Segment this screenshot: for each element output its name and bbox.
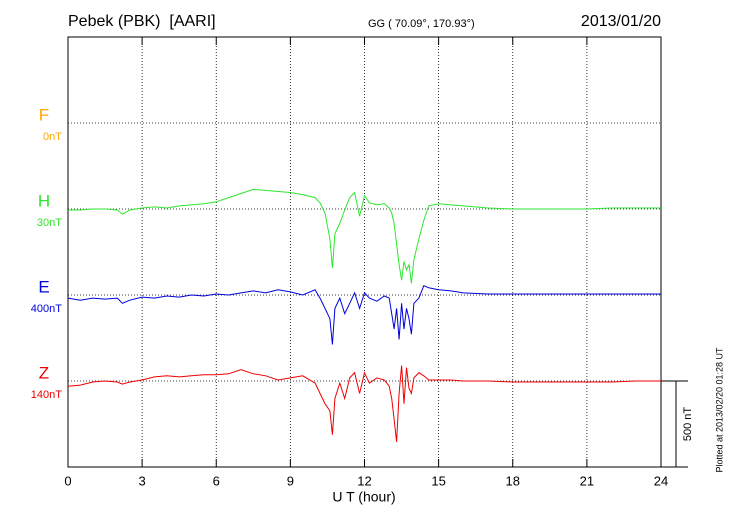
x-tick-label: 9 [287,473,294,488]
series-line [68,188,661,284]
x-tick-label: 15 [431,473,445,488]
x-tick-label: 3 [139,473,146,488]
x-tick-label: 6 [213,473,220,488]
x-tick-label: 0 [64,473,71,488]
offset-label: 140nT [31,389,62,401]
legend-label: H [38,191,50,210]
x-tick-label: 18 [506,473,520,488]
offset-label: 0nT [43,131,62,143]
footnote: Plotted at 2013/02/20 01:28 UT [714,347,724,473]
legend-label: F [39,105,49,124]
scale-bar-label: 500 nT [682,407,694,442]
legend-label: Z [39,363,49,382]
offset-label: 400nT [31,303,62,315]
offset-label: 30nT [37,217,62,229]
x-axis-label: U T (hour) [332,489,395,505]
chart-title: Pebek (PBK) [AARI] [68,13,216,30]
x-tick-label: 24 [654,473,668,488]
chart-date: 2013/01/20 [581,13,661,30]
x-tick-label: 21 [580,473,594,488]
legend-label: E [38,277,49,296]
x-tick-label: 12 [357,473,371,488]
series-line [67,365,661,442]
plot-frame [67,36,662,468]
series-line [67,285,661,345]
chart-subtitle: GG ( 70.09°, 170.93°) [368,18,475,30]
